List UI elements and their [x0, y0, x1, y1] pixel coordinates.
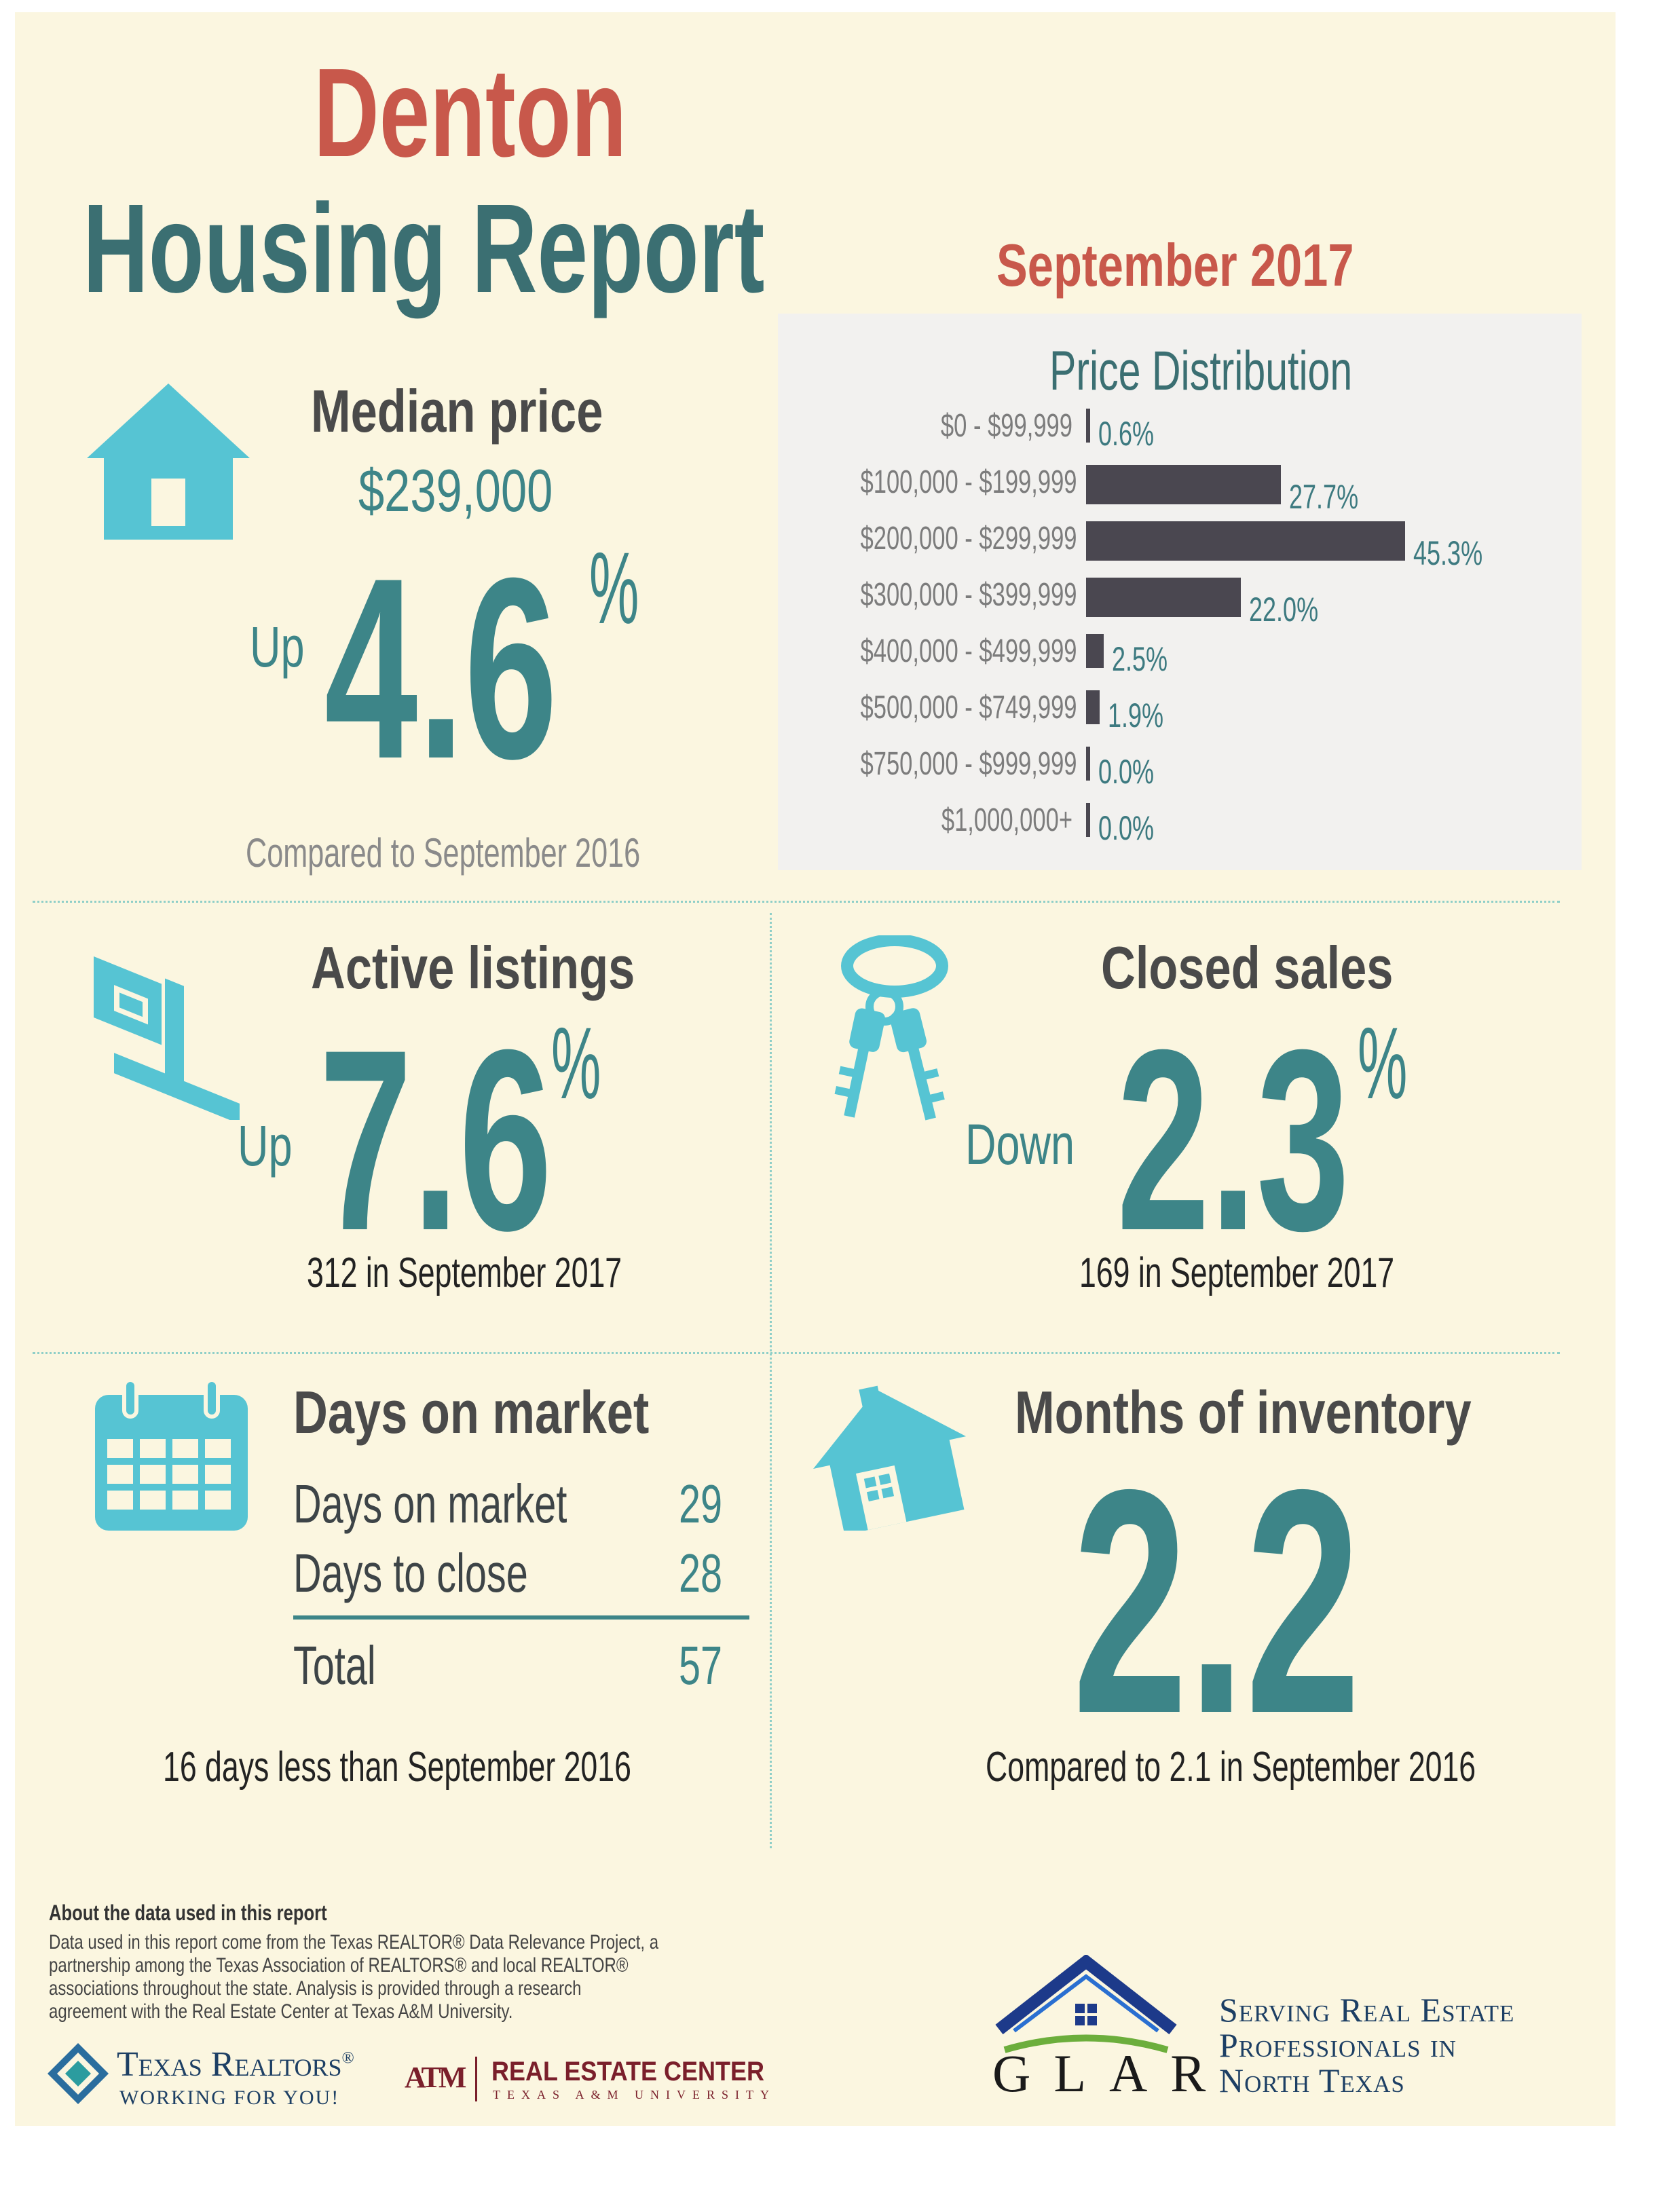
- price-bar-value: 22.0%: [1249, 591, 1319, 629]
- city-title: Denton: [314, 43, 627, 183]
- glar-wordmark: GLAR: [992, 2044, 1229, 2103]
- texas-realtors-registered-mark: ®: [341, 2049, 354, 2068]
- house-tilted-icon: [813, 1385, 967, 1531]
- price-range-label: $0 - $99,999: [940, 408, 1072, 444]
- texas-realtors-logo-icon: [48, 2043, 109, 2104]
- inventory-heading: Months of inventory: [1015, 1379, 1472, 1446]
- median-change: 4.6: [324, 524, 558, 812]
- dtc-row-label: Days to close: [293, 1543, 528, 1603]
- price-distribution-title: Price Distribution: [1049, 340, 1353, 402]
- report-period: September 2017: [996, 231, 1354, 299]
- calendar-icon: [95, 1378, 248, 1531]
- closed-note: 169 in September 2017: [1079, 1250, 1395, 1296]
- closed-direction: Down: [965, 1112, 1075, 1176]
- for-sale-sign-icon: [94, 956, 240, 1120]
- price-bar-value: 0.0%: [1098, 753, 1155, 791]
- price-bar-value: 45.3%: [1413, 534, 1483, 572]
- dom-row-label: Days on market: [293, 1474, 567, 1534]
- keys-icon: [834, 935, 948, 1121]
- median-direction: Up: [250, 615, 305, 679]
- price-bar-value: 1.9%: [1108, 696, 1164, 734]
- median-note: Compared to September 2016: [246, 830, 641, 876]
- price-range-label: $500,000 - $749,999: [860, 690, 1077, 726]
- price-bar: [1086, 521, 1405, 561]
- divider-vertical: [770, 913, 772, 1848]
- divider-top: [33, 901, 1560, 903]
- price-bar: [1086, 803, 1090, 837]
- price-bar: [1086, 465, 1281, 504]
- about-title: About the data used in this report: [49, 1901, 327, 1925]
- price-bar: [1086, 747, 1090, 781]
- about-line: associations throughout the state. Analy…: [49, 1977, 582, 2000]
- closed-sales-heading: Closed sales: [1101, 934, 1394, 1001]
- house-icon: [87, 383, 250, 540]
- real-estate-center-sub: TEXAS A&M UNIVERSITY: [493, 2088, 777, 2101]
- active-direction: Up: [238, 1114, 293, 1178]
- dom-note: 16 days less than September 2016: [163, 1744, 631, 1791]
- price-range-label: $300,000 - $399,999: [860, 577, 1077, 613]
- price-distribution-panel: Price Distribution $0 - $99,999 0.6% $100,…: [778, 314, 1582, 870]
- about-line: Data used in this report come from the T…: [49, 1931, 659, 1953]
- glar-tagline-line: Professionals in: [1219, 2026, 1457, 2064]
- median-price-value: $239,000: [358, 457, 553, 524]
- divider-middle: [33, 1352, 1560, 1354]
- total-value: 57: [679, 1635, 723, 1696]
- price-distribution-chart: $0 - $99,999 0.6% $100,000 - $199,999 27.7%…: [778, 314, 1582, 870]
- active-percent-sign: %: [551, 1006, 601, 1120]
- total-label: Total: [293, 1635, 376, 1696]
- texas-realtors-tagline: WORKING FOR YOU!: [119, 2087, 340, 2109]
- closed-percent-sign: %: [1358, 1006, 1408, 1120]
- price-range-label: $200,000 - $299,999: [860, 521, 1077, 557]
- price-bar-value: 2.5%: [1112, 640, 1168, 678]
- dom-row-value: 29: [679, 1474, 723, 1534]
- about-body: Data used in this report come from the T…: [49, 1931, 755, 2023]
- price-bar-value: 0.6%: [1098, 415, 1155, 453]
- price-bar: [1086, 578, 1241, 617]
- closed-change: 2.3: [1117, 996, 1350, 1284]
- glar-tagline: Serving Real Estate Professionals in Nor…: [1219, 1992, 1514, 2098]
- about-line: partnership among the Texas Association …: [49, 1954, 629, 1977]
- price-range-label: $400,000 - $499,999: [860, 633, 1077, 669]
- about-line: agreement with the Real Estate Center at…: [49, 2000, 513, 2023]
- texas-am-logo: ATM: [405, 2061, 466, 2094]
- median-price-heading: Median price: [311, 377, 603, 445]
- report-title: Housing Report: [83, 179, 765, 319]
- median-percent-sign: %: [589, 531, 639, 645]
- texas-realtors-wordmark: Texas Realtors: [117, 2045, 342, 2084]
- price-bar: [1086, 690, 1100, 724]
- price-range-label: $1,000,000+: [941, 802, 1072, 838]
- price-bar: [1086, 409, 1090, 443]
- texas-realtors-name: Texas Realtors®: [117, 2044, 354, 2084]
- inventory-value: 2.2: [1072, 1423, 1361, 1780]
- price-range-label: $750,000 - $999,999: [860, 746, 1077, 782]
- total-rule: [293, 1615, 749, 1620]
- price-bar-value: 0.0%: [1098, 809, 1155, 847]
- dtc-row-value: 28: [679, 1543, 723, 1603]
- glar-tagline-line: North Texas: [1219, 2061, 1405, 2099]
- rec-separator: [475, 2057, 477, 2101]
- active-change: 7.6: [319, 996, 553, 1284]
- inventory-note: Compared to 2.1 in September 2016: [986, 1744, 1476, 1791]
- price-range-label: $100,000 - $199,999: [860, 464, 1077, 500]
- glar-tagline-line: Serving Real Estate: [1219, 1991, 1515, 2029]
- dom-heading: Days on market: [293, 1379, 650, 1446]
- active-note: 312 in September 2017: [307, 1250, 622, 1296]
- real-estate-center-name: REAL ESTATE CENTER: [491, 2057, 765, 2087]
- glar-house-logo-icon: [995, 1955, 1177, 2053]
- active-listings-heading: Active listings: [311, 934, 635, 1001]
- price-bar: [1086, 634, 1104, 668]
- price-bar-value: 27.7%: [1289, 478, 1359, 516]
